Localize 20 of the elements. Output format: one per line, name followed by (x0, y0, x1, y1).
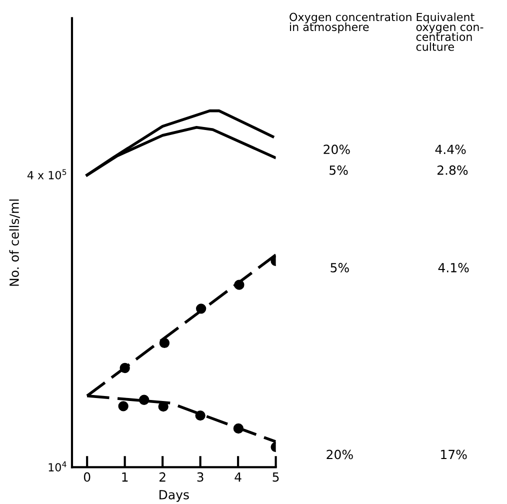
text: 2.8% (437, 165, 468, 175)
y-tick-label: 4 x 10$^{5}$ (27, 169, 66, 180)
text: Equivalent oxygen con- centration culture (416, 12, 484, 51)
text: 5% (330, 165, 348, 175)
y-tick-label: 10$^{4}$ (48, 461, 66, 472)
text: 5% (330, 262, 349, 272)
x-tick-label: 2 (160, 472, 166, 482)
x-axis-title: Days (160, 490, 189, 502)
x-tick-label: 3 (197, 472, 204, 482)
text: 20% (326, 450, 353, 460)
x-tick-label: 4 (234, 472, 242, 482)
x-tick-label: 0 (84, 472, 90, 482)
text: 20% (324, 144, 350, 154)
y-axis-title: No. of cells/ml (9, 200, 20, 286)
text: 17% (441, 450, 467, 460)
legend-title: Oxygen concentration in atmosphere (290, 12, 412, 34)
x-tick-label: 1 (122, 472, 128, 482)
text: 4.1% (438, 262, 469, 272)
x-tick-label: 5 (272, 472, 279, 482)
text: 4.4% (435, 144, 466, 154)
